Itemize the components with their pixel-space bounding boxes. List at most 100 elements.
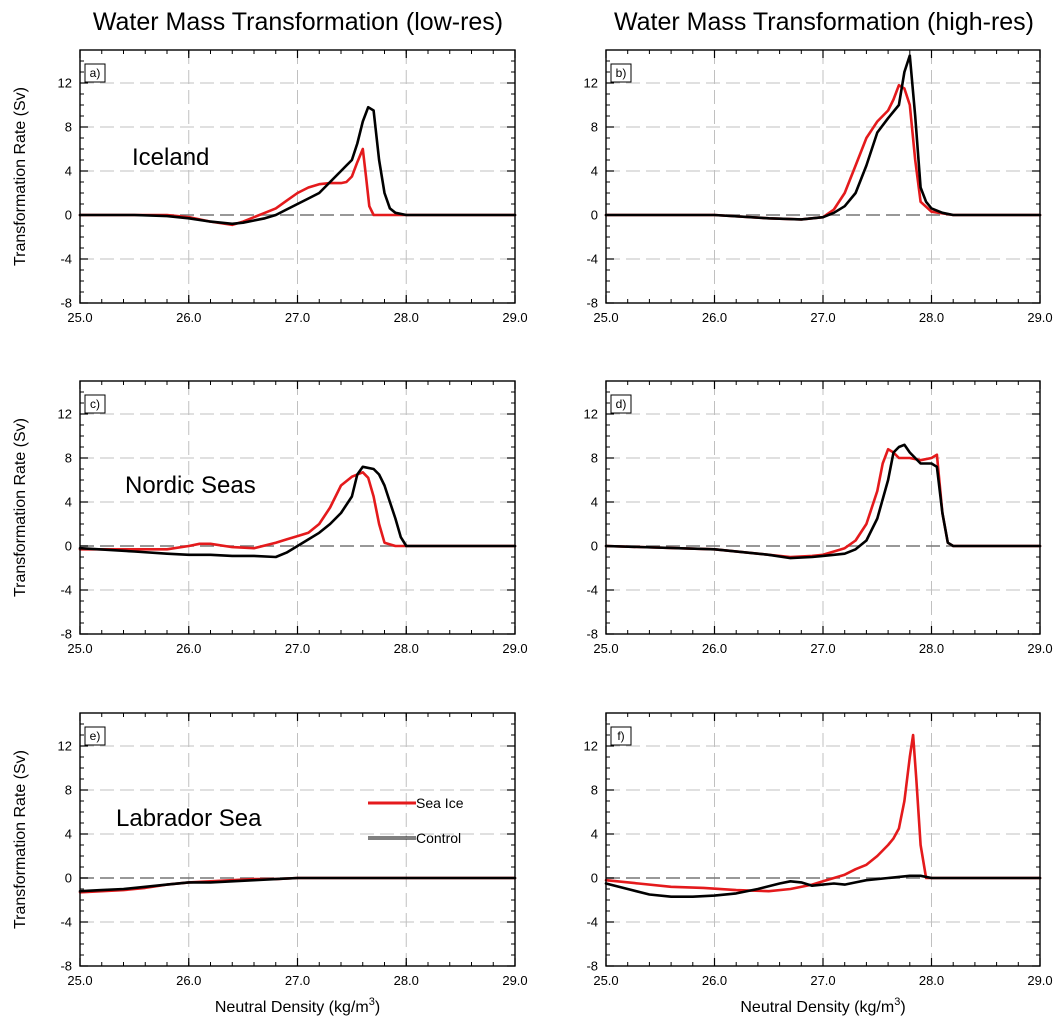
legend: Sea Ice Control — [368, 795, 464, 846]
panel-a: 25.0 26.0 27.0 28.0 29.0 -8 -4 0 4 8 12 a) Iceland Tr… — [12, 49, 528, 325]
x-tick-label: 26.0 — [176, 310, 201, 325]
plot-frame — [605, 380, 1041, 635]
y-tick-label: -8 — [60, 959, 72, 974]
y-tick-label: 0 — [591, 208, 598, 223]
y-tick-label: -4 — [586, 915, 598, 930]
y-tick-label: 12 — [584, 739, 598, 754]
y-tick-label: -4 — [60, 583, 72, 598]
y-tick-label: -8 — [586, 959, 598, 974]
x-tick-label: 29.0 — [1027, 973, 1052, 988]
x-tick-label: 28.0 — [394, 973, 419, 988]
y-tick-label: 8 — [591, 451, 598, 466]
column-title-right: Water Mass Transformation (high-res) — [614, 8, 1034, 36]
x-tick-label: 29.0 — [502, 973, 527, 988]
x-tick-label: 26.0 — [702, 310, 727, 325]
y-tick-label: -4 — [60, 252, 72, 267]
x-tick-label: 26.0 — [702, 973, 727, 988]
x-tick-label: 28.0 — [919, 973, 944, 988]
x-tick-label: 27.0 — [810, 641, 835, 656]
x-tick-label: 28.0 — [394, 641, 419, 656]
x-tick-label: 26.0 — [176, 641, 201, 656]
column-title-left: Water Mass Transformation (low-res) — [93, 8, 503, 36]
series-line-control — [78, 876, 517, 893]
y-tick-label: 12 — [58, 76, 72, 91]
x-axis-label: Neutral Density (kg/m3) — [215, 996, 380, 1016]
region-label: Labrador Sea — [116, 805, 262, 832]
x-tick-label: 29.0 — [1027, 641, 1052, 656]
x-tick-label: 25.0 — [67, 641, 92, 656]
panel-tag: c) — [90, 397, 100, 411]
panel-b: 25.0 26.0 27.0 28.0 29.0 -8 -4 0 4 8 12 b) — [584, 49, 1053, 325]
legend-label: Control — [416, 830, 461, 846]
y-axis-label: Transformation Rate (Sv) — [12, 87, 29, 266]
plot-frame — [605, 49, 1041, 304]
y-axis-label: Transformation Rate (Sv) — [12, 750, 29, 929]
y-tick-label: 12 — [584, 76, 598, 91]
y-tick-label: 8 — [591, 783, 598, 798]
x-tick-label: 25.0 — [67, 310, 92, 325]
panel-tag-box — [84, 63, 106, 83]
x-tick-label: 25.0 — [593, 973, 618, 988]
x-tick-label: 25.0 — [593, 641, 618, 656]
region-label: Iceland — [132, 144, 209, 171]
y-tick-label: 8 — [65, 451, 72, 466]
x-tick-label: 26.0 — [702, 641, 727, 656]
x-tick-label: 27.0 — [285, 641, 310, 656]
panel-tag-box — [610, 726, 632, 746]
y-tick-label: 8 — [65, 783, 72, 798]
x-tick-label: 25.0 — [593, 310, 618, 325]
panel-tag: e) — [90, 729, 101, 743]
series-line-control — [604, 874, 1042, 899]
panel-d: 25.0 26.0 27.0 28.0 29.0 -8 -4 0 4 8 12 d) — [584, 380, 1053, 656]
y-tick-label: -8 — [60, 296, 72, 311]
y-tick-label: 12 — [58, 407, 72, 422]
panel-tag: b) — [616, 66, 627, 80]
y-tick-label: 4 — [65, 827, 72, 842]
y-tick-label: -4 — [586, 252, 598, 267]
panel-tag: d) — [616, 397, 627, 411]
y-tick-label: 8 — [591, 120, 598, 135]
series-line-control — [78, 105, 517, 226]
y-tick-label: 12 — [58, 739, 72, 754]
y-tick-label: 4 — [65, 164, 72, 179]
x-tick-label: 29.0 — [1027, 310, 1052, 325]
x-tick-label: 25.0 — [67, 973, 92, 988]
x-tick-label: 29.0 — [502, 310, 527, 325]
y-tick-label: 0 — [591, 539, 598, 554]
y-tick-label: 0 — [65, 208, 72, 223]
y-tick-label: 4 — [65, 495, 72, 510]
series-line-control — [604, 443, 1042, 560]
panel-tag-box — [84, 726, 106, 746]
y-tick-label: 4 — [591, 495, 598, 510]
y-tick-label: -4 — [60, 915, 72, 930]
y-tick-label: 8 — [65, 120, 72, 135]
x-tick-label: 29.0 — [502, 641, 527, 656]
y-tick-label: 4 — [591, 827, 598, 842]
x-tick-label: 28.0 — [919, 310, 944, 325]
x-tick-label: 27.0 — [810, 973, 835, 988]
panel-tag-box — [610, 63, 632, 83]
series-line-control — [604, 54, 1042, 221]
plot-frame — [605, 712, 1041, 967]
y-tick-label: -4 — [586, 583, 598, 598]
y-tick-label: -8 — [586, 627, 598, 642]
x-tick-label: 27.0 — [285, 310, 310, 325]
y-tick-label: 0 — [65, 871, 72, 886]
x-tick-label: 27.0 — [285, 973, 310, 988]
y-tick-label: 0 — [65, 539, 72, 554]
panels: 25.0 26.0 27.0 28.0 29.0 -8 -4 0 4 8 12 a) Iceland Tr… — [12, 49, 1053, 1016]
plot-frame — [79, 712, 516, 967]
y-tick-label: 0 — [591, 871, 598, 886]
panel-e: 25.0 26.0 27.0 28.0 29.0 -8 -4 0 4 8 12 e) Labrador … — [12, 712, 528, 1016]
panel-c: 25.0 26.0 27.0 28.0 29.0 -8 -4 0 4 8 12 c) Nordic Se… — [12, 380, 528, 656]
y-tick-label: -8 — [586, 296, 598, 311]
plot-frame — [79, 380, 516, 635]
panel-f: 25.0 26.0 27.0 28.0 29.0 -8 -4 0 4 8 12 f) Neutral D… — [584, 712, 1053, 1016]
series-line-sea-ice — [78, 470, 517, 551]
legend-label: Sea Ice — [416, 795, 464, 811]
x-tick-label: 28.0 — [394, 310, 419, 325]
series-line-sea-ice — [604, 733, 1042, 893]
x-tick-label: 26.0 — [176, 973, 201, 988]
x-tick-label: 27.0 — [810, 310, 835, 325]
